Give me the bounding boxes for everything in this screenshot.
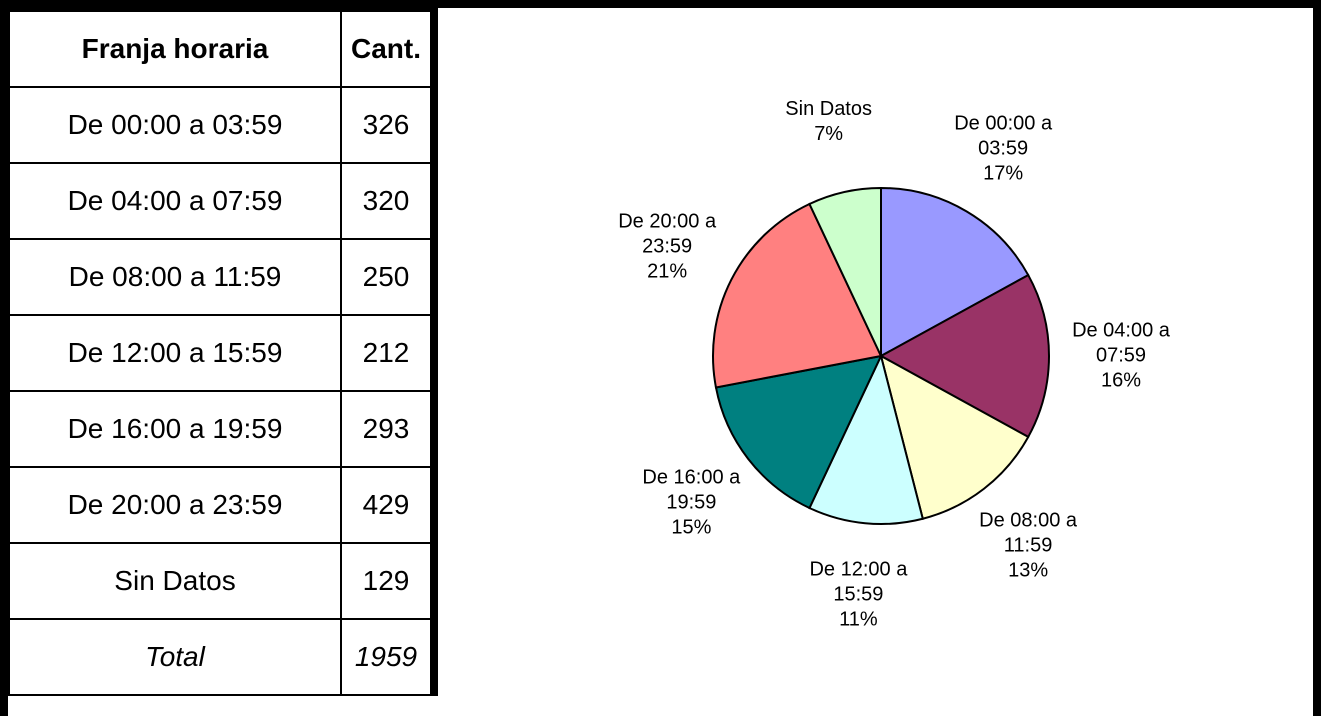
slice-label: De 00:00 a 03:59 17% <box>938 112 1068 187</box>
table-row: De 20:00 a 23:59 429 <box>8 466 438 544</box>
slice-label: Sin Datos 7% <box>764 97 894 147</box>
table-row: De 12:00 a 15:59 212 <box>8 314 438 392</box>
data-table: Franja horaria Cant. De 00:00 a 03:59 326… <box>8 8 438 696</box>
slice-percent: 13% <box>1008 559 1049 582</box>
slice-label: De 20:00 a 23:59 21% <box>602 210 732 285</box>
cell-label: De 00:00 a 03:59 <box>8 86 342 164</box>
table-row: Sin Datos 129 <box>8 542 438 620</box>
pie-slice <box>879 354 1030 520</box>
cell-value: 1959 <box>340 618 438 696</box>
header-cell: Cant. <box>340 8 438 88</box>
slice-label: De 04:00 a 07:59 16% <box>1056 319 1186 394</box>
slice-percent: 21% <box>647 260 688 283</box>
slice-category: De 12:00 a 15:59 <box>809 558 908 606</box>
cell-label: De 12:00 a 15:59 <box>8 314 342 392</box>
slice-category: De 00:00 a 03:59 <box>954 112 1053 160</box>
cell-value: 129 <box>340 542 438 620</box>
header-row: Franja horaria Cant. <box>8 8 438 88</box>
cell-value: 212 <box>340 314 438 392</box>
cell-value: 250 <box>340 238 438 316</box>
slice-percent: 16% <box>1100 369 1142 392</box>
header-cell: Franja horaria <box>8 8 342 88</box>
slice-percent: 15% <box>671 516 712 539</box>
table-row: De 04:00 a 07:59 320 <box>8 162 438 240</box>
slice-category: Sin Datos <box>785 97 872 120</box>
slice-percent: 11% <box>839 608 878 631</box>
pie-slice <box>712 202 883 389</box>
slice-label: De 16:00 a 19:59 15% <box>626 466 756 541</box>
cell-value: 326 <box>340 86 438 164</box>
slice-category: De 04:00 a 07:59 <box>1072 319 1170 367</box>
table-row: De 08:00 a 11:59 250 <box>8 238 438 316</box>
table-row: Total 1959 <box>8 618 438 696</box>
cell-label: Total <box>8 618 342 696</box>
pie-slice <box>808 186 882 357</box>
slice-percent: 7% <box>814 122 844 145</box>
slice-category: De 20:00 a 23:59 <box>618 210 717 258</box>
cell-value: 293 <box>340 390 438 468</box>
cell-label: De 08:00 a 11:59 <box>8 238 342 316</box>
slice-label: De 12:00 a 15:59 11% <box>793 557 923 632</box>
slice-percent: 17% <box>983 162 1024 185</box>
slice-category: De 08:00 a 11:59 <box>979 509 1078 557</box>
slice-label: De 08:00 a 11:59 13% <box>963 508 1093 583</box>
pie-slice <box>878 273 1051 439</box>
cell-label: Sin Datos <box>8 542 342 620</box>
table-row: De 16:00 a 19:59 293 <box>8 390 438 468</box>
table-row: De 00:00 a 03:59 326 <box>8 86 438 164</box>
slice-category: De 16:00 a 19:59 <box>642 466 741 514</box>
cell-value: 429 <box>340 466 438 544</box>
cell-label: De 04:00 a 07:59 <box>8 162 342 240</box>
pie-slice <box>808 353 924 525</box>
pie-slice <box>880 186 1030 358</box>
cell-label: De 16:00 a 19:59 <box>8 390 342 468</box>
cell-label: De 20:00 a 23:59 <box>8 466 342 544</box>
cell-value: 320 <box>340 162 438 240</box>
pie-slice <box>714 354 883 510</box>
